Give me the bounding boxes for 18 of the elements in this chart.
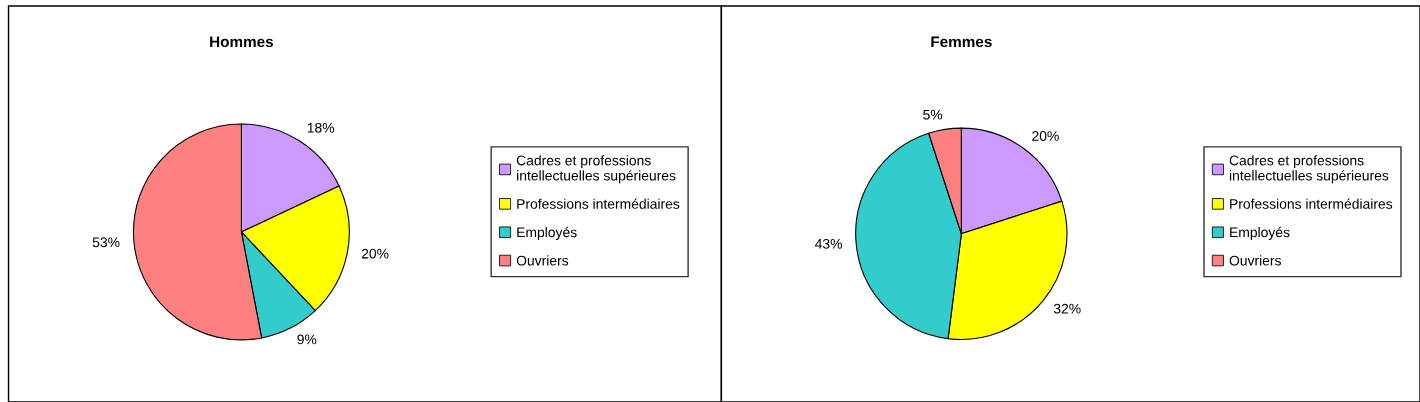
chart-title: Femmes — [931, 36, 992, 48]
data-label: 5% — [923, 109, 943, 120]
legend-label: Ouvriers — [1229, 255, 1281, 266]
legend-label: Cadres et professions intellectuelles supérieures — [516, 155, 676, 184]
data-label: 53% — [92, 237, 120, 248]
data-label: 20% — [1032, 131, 1059, 141]
legend-label: Professions intermédiaires — [517, 198, 680, 209]
legend-label: Cadres et professions intellectuelles supérieures — [1229, 155, 1389, 184]
legend-label: Ouvriers — [516, 255, 569, 266]
data-label: 18% — [307, 122, 335, 133]
data-label: 20% — [361, 248, 389, 259]
legend-label: Employés — [1230, 226, 1290, 240]
legend-label: Professions intermédiaires — [1230, 198, 1393, 209]
data-label: 9% — [297, 334, 317, 345]
chart-title: Hommes — [210, 36, 274, 48]
legend-label: Employés — [517, 226, 577, 240]
data-label: 43% — [815, 238, 842, 249]
data-label: 32% — [1053, 303, 1081, 314]
